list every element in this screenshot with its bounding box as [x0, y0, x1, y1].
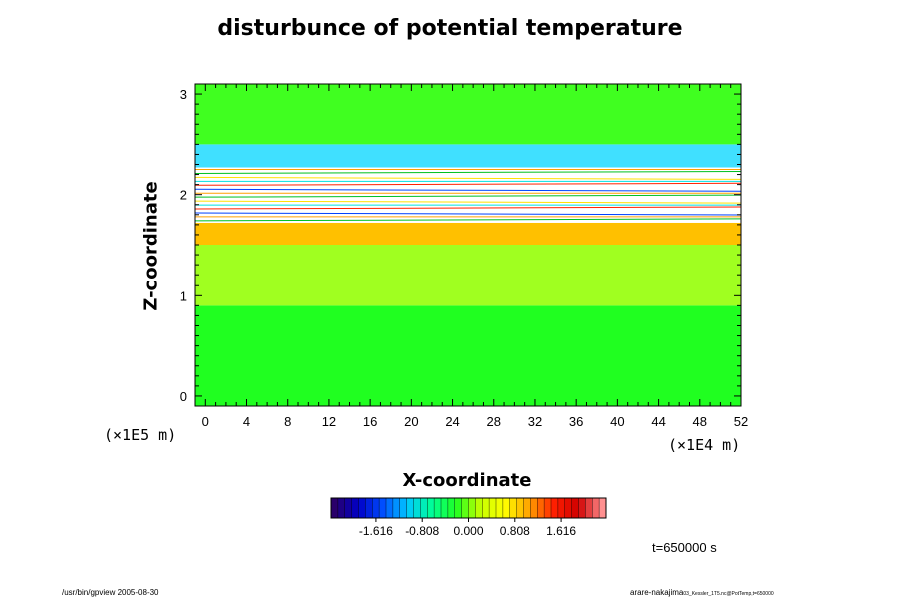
colorbar-cell	[599, 498, 607, 518]
colorbar-cell	[544, 498, 552, 518]
colorbar-cell	[496, 498, 504, 518]
y-axis-unit: (×1E5 m)	[104, 426, 177, 444]
heatmap-layer-5	[195, 84, 741, 145]
heatmap-layer-0	[195, 305, 741, 406]
time-annotation: t=650000 s	[652, 540, 717, 555]
colorbar-cell	[578, 498, 586, 518]
colorbar	[330, 497, 607, 519]
axis-ticks	[194, 84, 742, 406]
y-axis-label: Z-coordinate	[140, 181, 162, 311]
colorbar-cell	[502, 498, 511, 518]
band-streak	[195, 194, 741, 198]
y-tick-label: 3	[180, 87, 187, 102]
x-tick-label: 28	[487, 414, 501, 429]
colorbar-cell	[585, 498, 593, 518]
band-streak	[195, 176, 741, 180]
colorbar-cell	[386, 498, 394, 518]
colorbar-cell	[351, 498, 359, 518]
x-tick-label: 0	[202, 414, 209, 429]
colorbar-cell	[489, 498, 497, 518]
colorbar-cell	[509, 498, 518, 518]
x-tick-label: 52	[734, 414, 748, 429]
colorbar-cell	[420, 498, 428, 518]
heatmap-field	[195, 84, 741, 406]
x-tick-label: 20	[404, 414, 418, 429]
colorbar-cell	[372, 498, 380, 518]
band-streak	[195, 182, 741, 186]
x-tick-label: 36	[569, 414, 583, 429]
colorbar-cell	[392, 498, 401, 518]
x-tick-label: 48	[693, 414, 707, 429]
colorbar-cell	[441, 498, 449, 518]
heatmap-layer-1	[195, 245, 741, 306]
colorbar-labels: -1.616 -0.808 0.000 0.808 1.616	[359, 518, 576, 538]
band-streak	[195, 170, 741, 174]
colorbar-cell	[337, 498, 346, 518]
colorbar-cell	[592, 498, 600, 518]
footer-right-author: arare-nakajima	[630, 588, 684, 597]
colorbar-tick-label: -0.808	[405, 524, 439, 538]
colorbar-cell	[447, 498, 456, 518]
colorbar-cell	[434, 498, 442, 518]
colorbar-cell	[557, 498, 566, 518]
colorbar-cell	[344, 498, 353, 518]
colorbar-cell	[427, 498, 435, 518]
x-tick-label: 24	[445, 414, 459, 429]
footer-right: arare-nakajima03_Kessler_1T5.nc@PotTemp,…	[630, 588, 774, 597]
colorbar-cell	[406, 498, 414, 518]
colorbar-cell	[358, 498, 366, 518]
band-streak	[195, 212, 741, 216]
colorbar-tick-label: -1.616	[359, 524, 393, 538]
colorbar-cell	[523, 498, 531, 518]
heatmap-layer-4	[195, 144, 741, 168]
x-tick-label: 44	[651, 414, 665, 429]
colorbar-cell	[413, 498, 421, 518]
colorbar-cell	[571, 498, 579, 518]
x-axis-unit: (×1E4 m)	[668, 436, 741, 454]
y-tick-label: 1	[180, 288, 187, 303]
chart-title: disturbunce of potential temperature	[217, 16, 683, 41]
x-tick-label: 12	[322, 414, 336, 429]
colorbar-cell	[379, 498, 387, 518]
footer-left: /usr/bin/gpview 2005-08-30	[62, 588, 159, 597]
footer-right-file: 03_Kessler_1T5.nc@PotTemp,t=650000	[683, 591, 774, 597]
band-streak	[195, 200, 741, 204]
colorbar-cell	[551, 498, 559, 518]
colorbar-cell	[399, 498, 408, 518]
colorbar-cell	[482, 498, 490, 518]
y-tick-label: 2	[180, 188, 187, 203]
x-tick-label: 16	[363, 414, 377, 429]
x-tick-label: 40	[610, 414, 624, 429]
colorbar-cell	[331, 498, 339, 518]
band-streak	[195, 218, 741, 222]
colorbar-tick-label: 0.808	[500, 524, 530, 538]
x-axis-label: X-coordinate	[402, 470, 532, 491]
colorbar-tick-label: 1.616	[546, 524, 576, 538]
heatmap-layer-2	[195, 222, 741, 245]
y-tick-label: 0	[180, 389, 187, 404]
colorbar-cell	[365, 498, 373, 518]
band-streak	[195, 206, 741, 210]
colorbar-cell	[461, 498, 469, 518]
colorbar-cell	[475, 498, 483, 518]
colorbar-cell	[530, 498, 538, 518]
colorbar-cell	[516, 498, 524, 518]
colorbar-cell	[564, 498, 573, 518]
x-tick-label: 8	[284, 414, 291, 429]
colorbar-tick-label: 0.000	[453, 524, 483, 538]
colorbar-cell	[454, 498, 463, 518]
colorbar-cell	[537, 498, 545, 518]
x-tick-label: 32	[528, 414, 542, 429]
colorbar-cell	[468, 498, 476, 518]
band-streak	[195, 188, 741, 192]
x-tick-label: 4	[243, 414, 250, 429]
